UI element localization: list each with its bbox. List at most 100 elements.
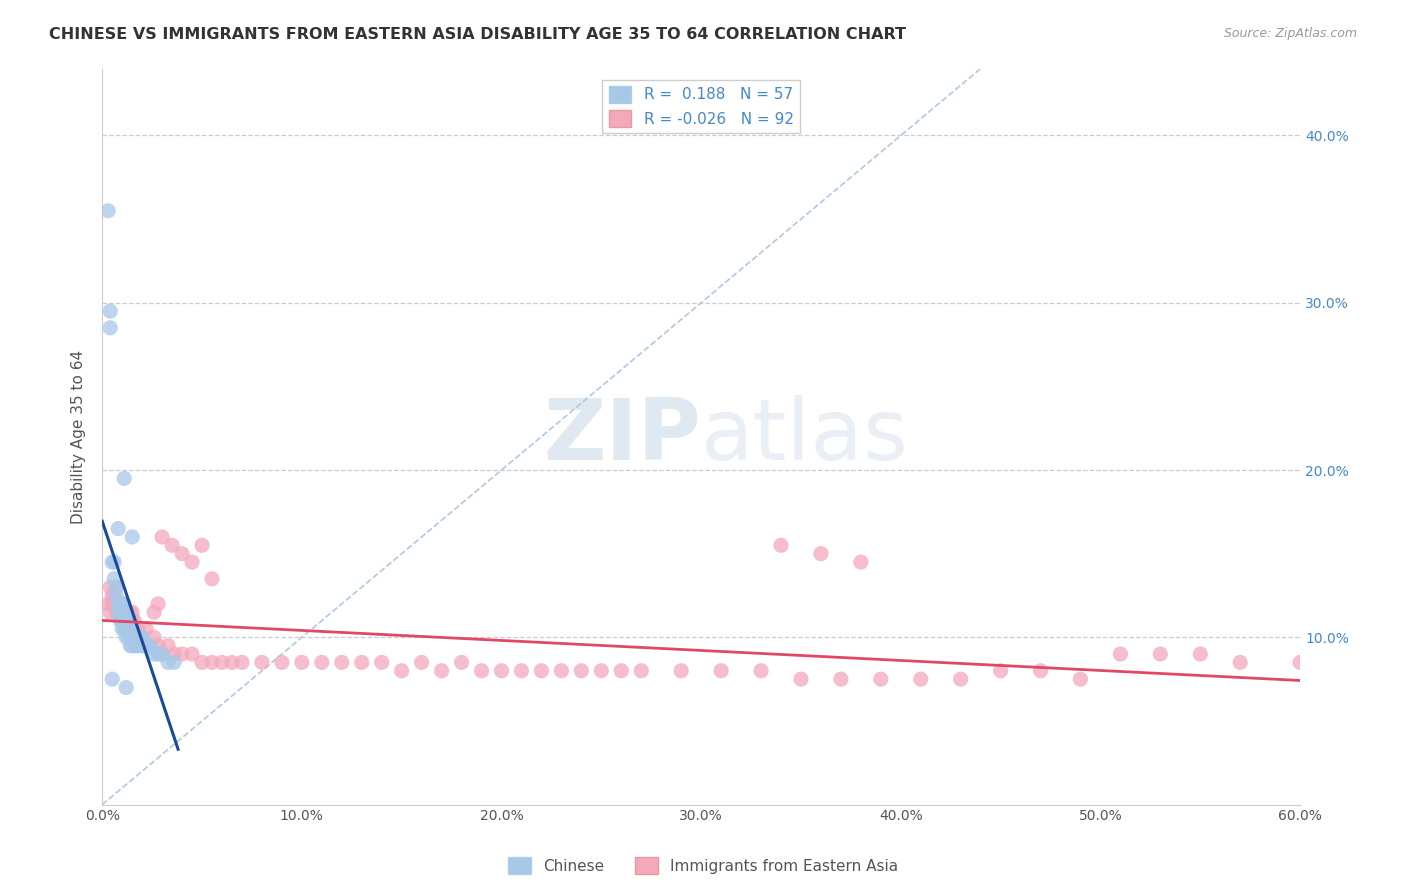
Point [117, 630, 139, 644]
Point [107, 522, 129, 536]
Point [450, 656, 472, 670]
Point [111, 605, 134, 619]
Legend: R =  0.188   N = 57, R = -0.026   N = 92: R = 0.188 N = 57, R = -0.026 N = 92 [602, 80, 800, 133]
Point [107, 597, 129, 611]
Point [120, 630, 142, 644]
Point [150, 647, 173, 661]
Point [1109, 647, 1132, 661]
Point [769, 538, 792, 552]
Point [610, 664, 633, 678]
Point [990, 664, 1012, 678]
Point [111, 597, 134, 611]
Point [191, 656, 214, 670]
Point [101, 555, 124, 569]
Point [111, 614, 134, 628]
Point [163, 656, 186, 670]
Point [949, 672, 972, 686]
Point [115, 630, 138, 644]
Point [122, 630, 145, 644]
Point [120, 639, 142, 653]
Point [125, 630, 148, 644]
Point [131, 630, 153, 644]
Point [163, 647, 186, 661]
Point [105, 589, 128, 603]
Point [160, 538, 183, 552]
Point [117, 605, 139, 619]
Point [411, 656, 433, 670]
Point [201, 572, 224, 586]
Point [127, 639, 149, 653]
Text: Source: ZipAtlas.com: Source: ZipAtlas.com [1223, 27, 1357, 40]
Point [550, 664, 572, 678]
Point [120, 605, 142, 619]
Point [103, 555, 125, 569]
Point [98, 605, 121, 619]
Point [101, 597, 124, 611]
Point [112, 622, 135, 636]
Point [591, 664, 613, 678]
Point [135, 622, 157, 636]
Point [108, 605, 131, 619]
Point [201, 656, 224, 670]
Legend: Chinese, Immigrants from Eastern Asia: Chinese, Immigrants from Eastern Asia [502, 851, 904, 880]
Point [129, 630, 152, 644]
Point [121, 530, 143, 544]
Point [157, 639, 180, 653]
Point [291, 656, 314, 670]
Point [139, 639, 162, 653]
Y-axis label: Disability Age 35 to 64: Disability Age 35 to 64 [72, 350, 86, 524]
Point [146, 647, 169, 661]
Point [790, 672, 813, 686]
Point [135, 639, 157, 653]
Point [1229, 656, 1251, 670]
Point [122, 639, 145, 653]
Point [122, 622, 145, 636]
Point [430, 664, 453, 678]
Point [134, 639, 156, 653]
Point [115, 681, 138, 695]
Point [221, 656, 243, 670]
Point [111, 605, 134, 619]
Point [112, 597, 135, 611]
Point [103, 572, 125, 586]
Point [136, 639, 159, 653]
Point [150, 530, 173, 544]
Point [749, 664, 772, 678]
Point [115, 605, 138, 619]
Point [181, 647, 204, 661]
Point [131, 639, 153, 653]
Point [1029, 664, 1052, 678]
Point [181, 555, 204, 569]
Point [391, 664, 413, 678]
Point [111, 597, 134, 611]
Point [117, 622, 139, 636]
Text: atlas: atlas [702, 395, 910, 478]
Point [127, 630, 149, 644]
Point [569, 664, 592, 678]
Point [150, 647, 173, 661]
Point [146, 597, 169, 611]
Point [330, 656, 353, 670]
Point [105, 605, 128, 619]
Point [108, 597, 131, 611]
Point [211, 656, 233, 670]
Point [108, 605, 131, 619]
Point [121, 639, 143, 653]
Point [143, 647, 166, 661]
Point [112, 605, 135, 619]
Point [112, 471, 135, 485]
Point [120, 614, 142, 628]
Point [111, 605, 134, 619]
Point [125, 622, 148, 636]
Point [170, 647, 193, 661]
Point [1149, 647, 1171, 661]
Text: CHINESE VS IMMIGRANTS FROM EASTERN ASIA DISABILITY AGE 35 TO 64 CORRELATION CHAR: CHINESE VS IMMIGRANTS FROM EASTERN ASIA … [49, 27, 907, 42]
Point [710, 664, 733, 678]
Point [121, 630, 143, 644]
Point [1289, 656, 1312, 670]
Point [121, 622, 143, 636]
Point [143, 630, 166, 644]
Point [97, 203, 120, 218]
Point [98, 580, 121, 594]
Point [112, 605, 135, 619]
